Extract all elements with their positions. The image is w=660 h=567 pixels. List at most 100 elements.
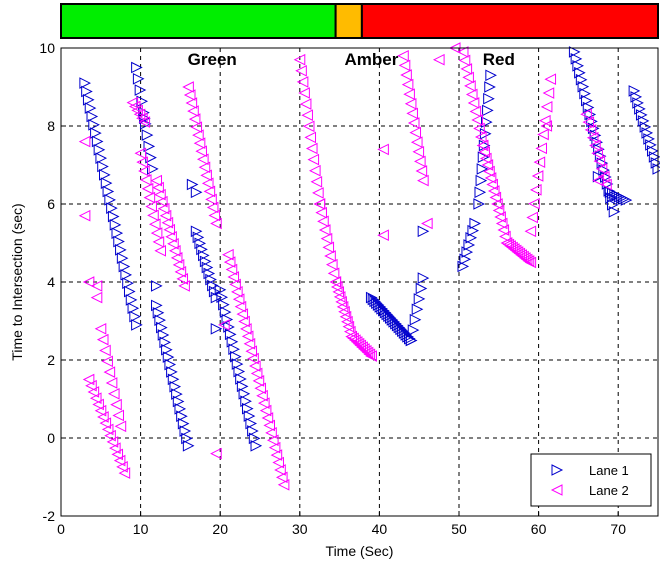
lane-1-marker	[141, 129, 154, 141]
legend-lane-1-label: Lane 1	[589, 463, 629, 478]
lane-1-marker	[219, 306, 232, 318]
lane-2-marker	[529, 184, 542, 196]
lane-2-marker	[592, 174, 604, 187]
lane-2-marker	[533, 156, 546, 168]
lane-2-marker	[159, 209, 172, 222]
lane-2-marker	[256, 389, 268, 402]
lane-2-marker	[464, 80, 476, 92]
lane-2-marker	[495, 217, 508, 230]
lane-2-marker	[398, 59, 411, 72]
phase-label: Amber	[345, 50, 399, 69]
lane-1-marker	[109, 219, 122, 231]
lane-1-marker	[581, 94, 593, 107]
lane-1-marker	[182, 439, 195, 452]
lane-2-marker	[155, 195, 168, 208]
legend-lane-2-label: Lane 2	[589, 483, 629, 498]
lane-2-marker	[540, 101, 553, 113]
lane-1-marker	[171, 388, 183, 400]
lane-2-marker	[107, 387, 120, 400]
lane-2-marker	[103, 366, 116, 378]
lane-2-marker	[538, 114, 551, 127]
lane-1-marker	[405, 334, 418, 347]
lane-1-marker	[162, 351, 175, 363]
lane-2-marker	[307, 153, 320, 166]
y-tick-label: 0	[47, 430, 55, 446]
lane-2-marker	[154, 244, 166, 257]
lane-2-marker	[410, 136, 423, 149]
lane-2-marker	[168, 244, 181, 257]
lane-2-marker	[593, 155, 606, 167]
lane-2-marker	[324, 250, 336, 262]
lane-2-marker	[183, 89, 196, 101]
lane-1-marker	[177, 417, 190, 430]
lane-1-marker	[102, 185, 115, 198]
lane-2-marker	[322, 241, 335, 254]
lane-2-marker	[150, 227, 163, 239]
lane-2-marker	[403, 88, 415, 101]
lane-1-marker	[107, 210, 120, 223]
lane-1-marker	[90, 127, 102, 139]
lane-2-marker	[499, 230, 511, 243]
lane-2-marker	[94, 404, 107, 417]
lane-2-marker	[600, 178, 612, 191]
lane-1-marker	[240, 395, 252, 408]
lane-1-marker	[579, 87, 591, 100]
lane-2-marker	[589, 139, 601, 152]
lane-1-marker	[582, 101, 595, 114]
lane-2-marker	[231, 286, 243, 298]
lane-1-marker	[82, 93, 95, 106]
lane-2-marker	[406, 107, 418, 120]
lane-1-marker	[79, 77, 91, 89]
lane-2-marker	[301, 109, 313, 122]
lane-2-marker	[479, 152, 492, 165]
x-tick-label: 50	[451, 521, 467, 537]
lane-2-marker	[176, 273, 189, 285]
grid-lines	[61, 48, 658, 516]
lane-1-marker	[247, 425, 259, 437]
lane-2-marker	[167, 237, 179, 250]
lane-2-marker	[414, 155, 426, 168]
lane-1-marker	[228, 343, 240, 356]
lane-2-marker	[85, 379, 97, 392]
lane-1-marker	[106, 202, 118, 214]
legend-box	[530, 453, 652, 507]
lane-2-marker	[104, 429, 116, 442]
lane-1-marker	[186, 178, 199, 191]
lane-2-marker	[145, 200, 157, 213]
lane-2-marker	[178, 280, 190, 292]
lane-2-marker	[540, 120, 553, 132]
lane-2-marker	[105, 377, 118, 389]
lane-2-marker	[99, 344, 111, 357]
lane-1-marker	[154, 314, 166, 326]
lane-1-marker	[166, 366, 178, 378]
lane-2-marker	[250, 367, 263, 380]
legend: Lane 1 Lane 2	[530, 453, 652, 507]
lane-1-marker	[233, 365, 246, 378]
lane-2-marker	[205, 193, 217, 206]
lane-2-marker	[486, 178, 498, 191]
lane-2-marker	[141, 182, 154, 195]
lane-1-marker	[231, 358, 244, 370]
y-tick-label: 8	[47, 118, 55, 134]
lane-1-marker	[476, 163, 489, 175]
lane-1-marker	[577, 80, 590, 93]
lane-2-marker	[92, 398, 104, 411]
lane-1-marker	[461, 246, 474, 258]
lane-1-marker	[176, 410, 188, 423]
lane-2-marker	[591, 147, 603, 160]
lane-1-marker	[608, 205, 621, 218]
lane-1-marker	[172, 395, 185, 408]
lane-2-marker	[110, 398, 122, 411]
lane-1-marker	[210, 291, 223, 304]
lane-2-marker	[118, 467, 131, 479]
x-tick-label: 40	[372, 521, 388, 537]
lane-2-marker	[252, 375, 265, 387]
lane-2-marker	[195, 145, 207, 158]
lane-1-marker	[589, 129, 602, 142]
lane-1-marker	[147, 163, 159, 175]
lane-2-marker	[327, 267, 340, 280]
lane-2-marker	[136, 156, 148, 168]
lane-1-marker	[127, 302, 140, 315]
